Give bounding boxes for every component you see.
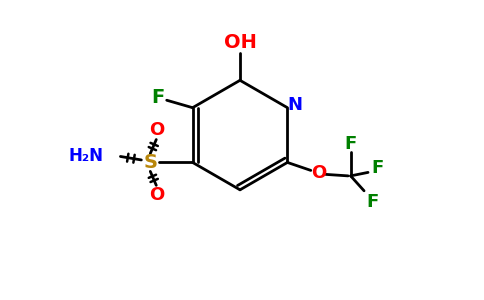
Text: F: F	[366, 193, 378, 211]
Text: F: F	[345, 134, 357, 152]
Text: S: S	[143, 153, 157, 172]
Text: F: F	[372, 159, 384, 177]
Text: O: O	[311, 164, 326, 182]
Text: O: O	[149, 186, 164, 204]
Text: H₂N: H₂N	[69, 148, 104, 166]
Text: OH: OH	[224, 32, 257, 52]
Text: O: O	[149, 121, 164, 139]
Text: N: N	[287, 96, 302, 114]
Text: F: F	[151, 88, 165, 107]
